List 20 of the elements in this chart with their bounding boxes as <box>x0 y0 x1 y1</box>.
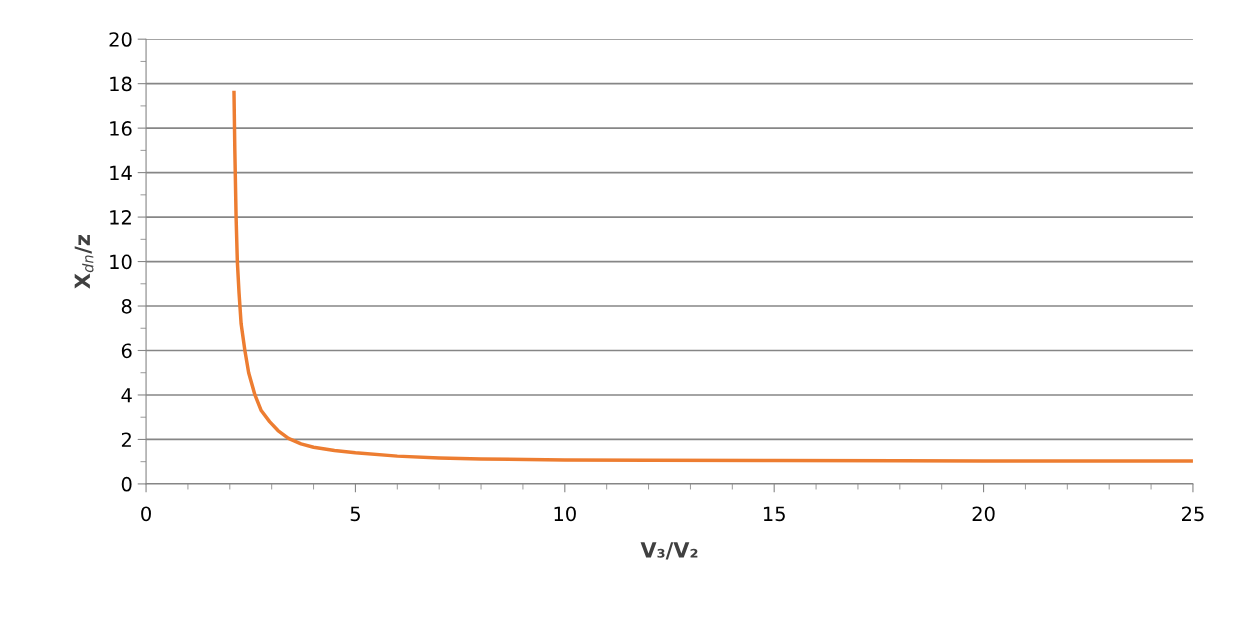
y-tick-label: 18 <box>110 76 132 92</box>
x-tick-label: 20 <box>972 506 995 522</box>
x-tick-label: 25 <box>1181 506 1204 522</box>
x-tick-label: 0 <box>141 506 151 522</box>
y-tick-label: 14 <box>110 165 132 180</box>
y-tick-label: 2 <box>121 432 131 447</box>
y-tick-label: 4 <box>121 388 132 403</box>
y-tick-label: 20 <box>109 32 132 47</box>
x-axis-title: V₃/V₂ <box>640 542 698 560</box>
line-series <box>232 90 1193 463</box>
y-tick-label: 8 <box>121 298 132 314</box>
x-tick-label: 10 <box>554 506 576 522</box>
y-tick-label: 0 <box>121 476 132 492</box>
y-axis-title: X$_{dn}$/z <box>74 235 94 289</box>
y-tick-label: 6 <box>121 343 132 359</box>
x-tick-label: 15 <box>763 506 785 522</box>
y-tick-label: 16 <box>110 121 132 136</box>
y-tick-label: 12 <box>110 210 131 225</box>
x-tick-label: 5 <box>350 506 360 522</box>
y-tick-label: 10 <box>110 254 132 270</box>
